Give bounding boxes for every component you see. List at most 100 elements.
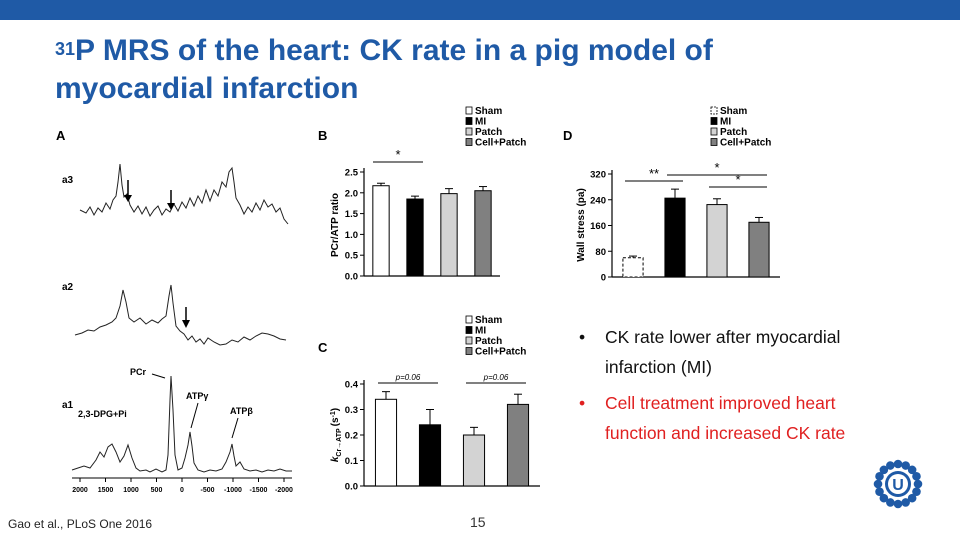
y-tick-label: 2.5 [345,168,359,179]
bullet-text-1a: CK rate lower after myocardial [605,327,841,347]
legend-label: Patch [475,336,502,347]
y-tick-label: 2.0 [345,188,358,199]
trace-label-a2: a2 [62,282,74,293]
peak-label-atp-beta: ATPβ [230,406,253,416]
panel-c-ylabel-sub: Cr→ATP [336,428,343,457]
spectrum-x-ticks: 2000 1500 1000 500 0 -500 -1000 -1500 -2000 [72,478,293,494]
legend-swatch [465,347,473,355]
y-tick-label: 80 [595,247,606,258]
logo-ray [901,461,910,470]
legend-swatch [710,106,718,115]
legend-swatch [465,106,473,115]
panel-d-ylabel: Wall stress (pa) [576,188,587,262]
y-tick-label: 160 [590,221,606,232]
legend-label: MI [475,117,486,128]
legend-swatch [465,138,473,146]
bullet-text-2a: Cell treatment improved heart [605,393,836,413]
arrowhead-a2 [182,320,190,328]
title-text-line2: myocardial infarction [55,72,359,105]
chart-c: 0.0 0.1 0.2 0.3 0.4 p=0.06 p=0.06 ShamMIPatchCe… [345,315,540,493]
university-logo-icon: U [873,459,923,509]
bar-mi [406,198,424,277]
bar-mi [664,197,686,278]
panel-c-ylabel-unit: (s [330,417,341,426]
logo-ray [875,472,884,481]
legend-swatch [465,117,473,125]
bar-patch [440,193,458,277]
spectrum-trace-a2 [74,284,287,346]
logo-ray [907,465,917,475]
legend-label: Cell+Patch [720,138,771,149]
bullet-item-1: • CK rate lower after myocardial infarctio… [575,322,915,382]
logo-ray [886,498,895,507]
significance-label: * [714,160,719,175]
legend-label: MI [475,326,486,337]
legend-label: Sham [475,106,502,117]
citation: Gao et al., PLoS One 2016 [8,517,153,531]
legend-label: Cell+Patch [475,138,526,149]
legend-label: Cell+Patch [475,347,526,358]
panel-c-label: C [318,340,328,355]
panel-b-label: B [318,128,327,143]
panel-c-ylabel-unit-end: ) [330,408,341,411]
significance-label: p=0.06 [483,373,509,382]
logo-ray [879,465,889,475]
peak-pointer-atp-beta [231,417,239,439]
slide-title: 31P MRS of the heart: CK rate in a pig m… [55,32,915,108]
peak-label-pcr: PCr [130,367,147,377]
y-tick-label: 0.1 [345,456,359,467]
legend-swatch [710,138,718,146]
logo-ray [913,479,923,489]
legend-label: MI [720,117,731,128]
legend-swatch [710,127,718,136]
legend-swatch [465,315,473,324]
legend-swatch [710,117,718,125]
y-tick-label: 0.3 [345,405,358,416]
spectrum-trace-a1 [71,375,292,473]
significance-label: * [395,147,400,162]
arrowhead-a3-left [124,195,132,202]
legend-label: Sham [475,315,502,326]
spectrum-tick-label: 2000 [72,487,88,494]
legend-swatch [465,127,473,136]
y-tick-label: 320 [590,170,606,181]
significance-label: p=0.06 [395,373,421,382]
peak-pointer-pcr [151,373,166,379]
significance-label: * [735,172,740,187]
bar-cell-patch [474,190,492,277]
bullet-item-2: • Cell treatment improved heart function a… [575,388,915,448]
spectrum-tick-label: 500 [151,487,163,494]
trace-label-a1: a1 [62,400,74,411]
y-tick-label: 0.5 [345,251,359,262]
panel-c-ylabel: kCr→ATP (s-1) [330,408,343,462]
y-tick-label: 1.5 [345,209,359,220]
bar-sham [372,185,390,277]
y-tick-label: 240 [590,195,606,206]
panel-a-label: A [56,128,66,143]
legend-label: Patch [475,127,502,138]
top-banner [0,0,960,20]
bullet-text-2b: function and increased CK rate [605,423,846,443]
trace-label-a3: a3 [62,175,74,186]
y-tick-label: 0.0 [345,272,358,283]
spectrum-tick-label: 0 [180,487,184,494]
panel-c-ylabel-k: k [330,456,341,462]
legend-swatch [465,326,473,334]
logo-ray [912,487,921,496]
arrowhead-a3-right [167,203,175,210]
logo-ray [901,498,910,507]
y-tick-label: 1.0 [345,230,358,241]
bar-cell-patch [748,221,770,278]
spectrum-trace-a3 [79,163,289,225]
svg-text:U: U [892,477,904,494]
peak-label-atp-gamma: ATPγ [186,391,208,401]
panel-b-ylabel: PCr/ATP ratio [330,193,341,257]
title-superscript: 31 [55,39,76,59]
logo-ray [893,499,903,509]
y-tick-label: 0 [601,273,606,284]
significance-label: ** [649,166,659,181]
